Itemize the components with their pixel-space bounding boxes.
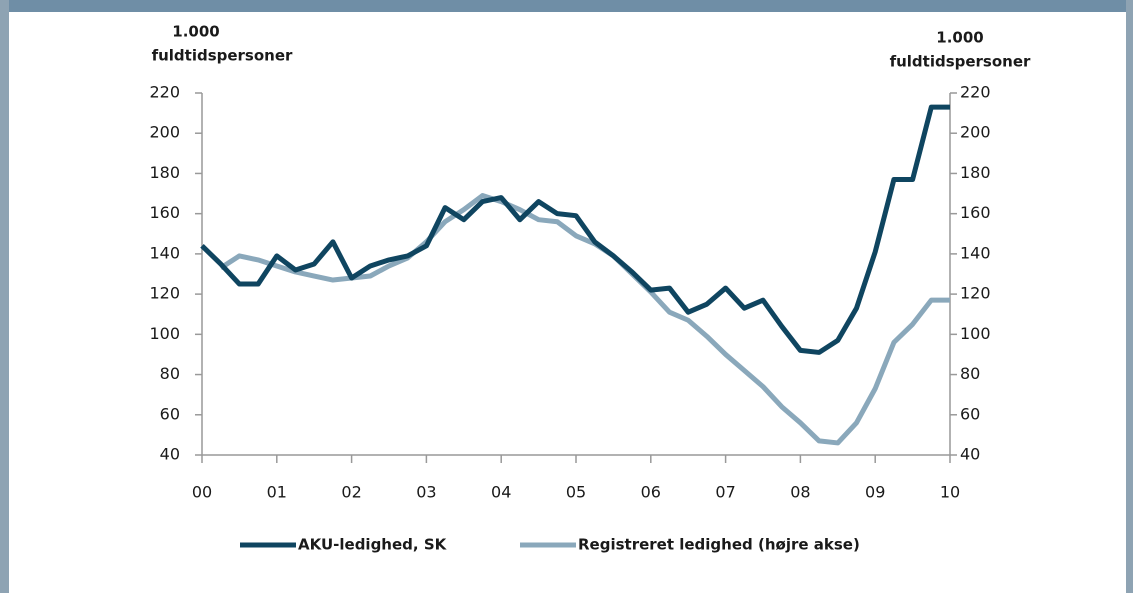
- x-tick-label: 05: [566, 483, 586, 502]
- x-tick-label: 07: [715, 483, 735, 502]
- y-tick-label: 140: [149, 243, 180, 262]
- y-tick-label: 60: [160, 404, 180, 423]
- x-tick-label: 10: [940, 483, 960, 502]
- header-bar: [0, 0, 1133, 12]
- y2-tick-label: 120: [960, 284, 991, 303]
- y-tick-label: 160: [149, 203, 180, 222]
- legend-label: Registreret ledighed (højre akse): [578, 536, 860, 554]
- x-tick-label: 03: [416, 483, 436, 502]
- y-tick-label: 100: [149, 324, 180, 343]
- x-tick-label: 08: [790, 483, 810, 502]
- series-line: [219, 193, 950, 446]
- frame-left: [0, 0, 9, 593]
- y2-tick-label: 200: [960, 123, 991, 142]
- y2-tick-label: 180: [960, 163, 991, 182]
- y2-tick-label: 220: [960, 83, 991, 102]
- y-tick-label: 40: [160, 445, 180, 464]
- y2-tick-label: 100: [960, 324, 991, 343]
- y-tick-label: 220: [149, 83, 180, 102]
- y-tick-label: 80: [160, 364, 180, 383]
- y2-label: 1.000: [936, 29, 983, 47]
- y2-tick-label: 80: [960, 364, 980, 383]
- legend-label: AKU-ledighed, SK: [298, 536, 448, 554]
- x-tick-label: 00: [192, 483, 212, 502]
- x-tick-label: 06: [641, 483, 661, 502]
- x-tick-label: 04: [491, 483, 511, 502]
- y-tick-label: 180: [149, 163, 180, 182]
- y2-label: fuldtidspersoner: [890, 53, 1031, 71]
- x-tick-label: 09: [865, 483, 885, 502]
- x-tick-label: 02: [341, 483, 361, 502]
- y2-tick-label: 140: [960, 243, 991, 262]
- y2-tick-label: 40: [960, 445, 980, 464]
- y-tick-label: 120: [149, 284, 180, 303]
- y-label: fuldtidspersoner: [152, 47, 293, 65]
- series-line: [200, 104, 950, 355]
- y2-tick-label: 160: [960, 203, 991, 222]
- y-label: 1.000: [172, 23, 219, 41]
- y2-tick-label: 60: [960, 404, 980, 423]
- frame-right: [1126, 0, 1133, 593]
- y-tick-label: 200: [149, 123, 180, 142]
- x-tick-label: 01: [267, 483, 287, 502]
